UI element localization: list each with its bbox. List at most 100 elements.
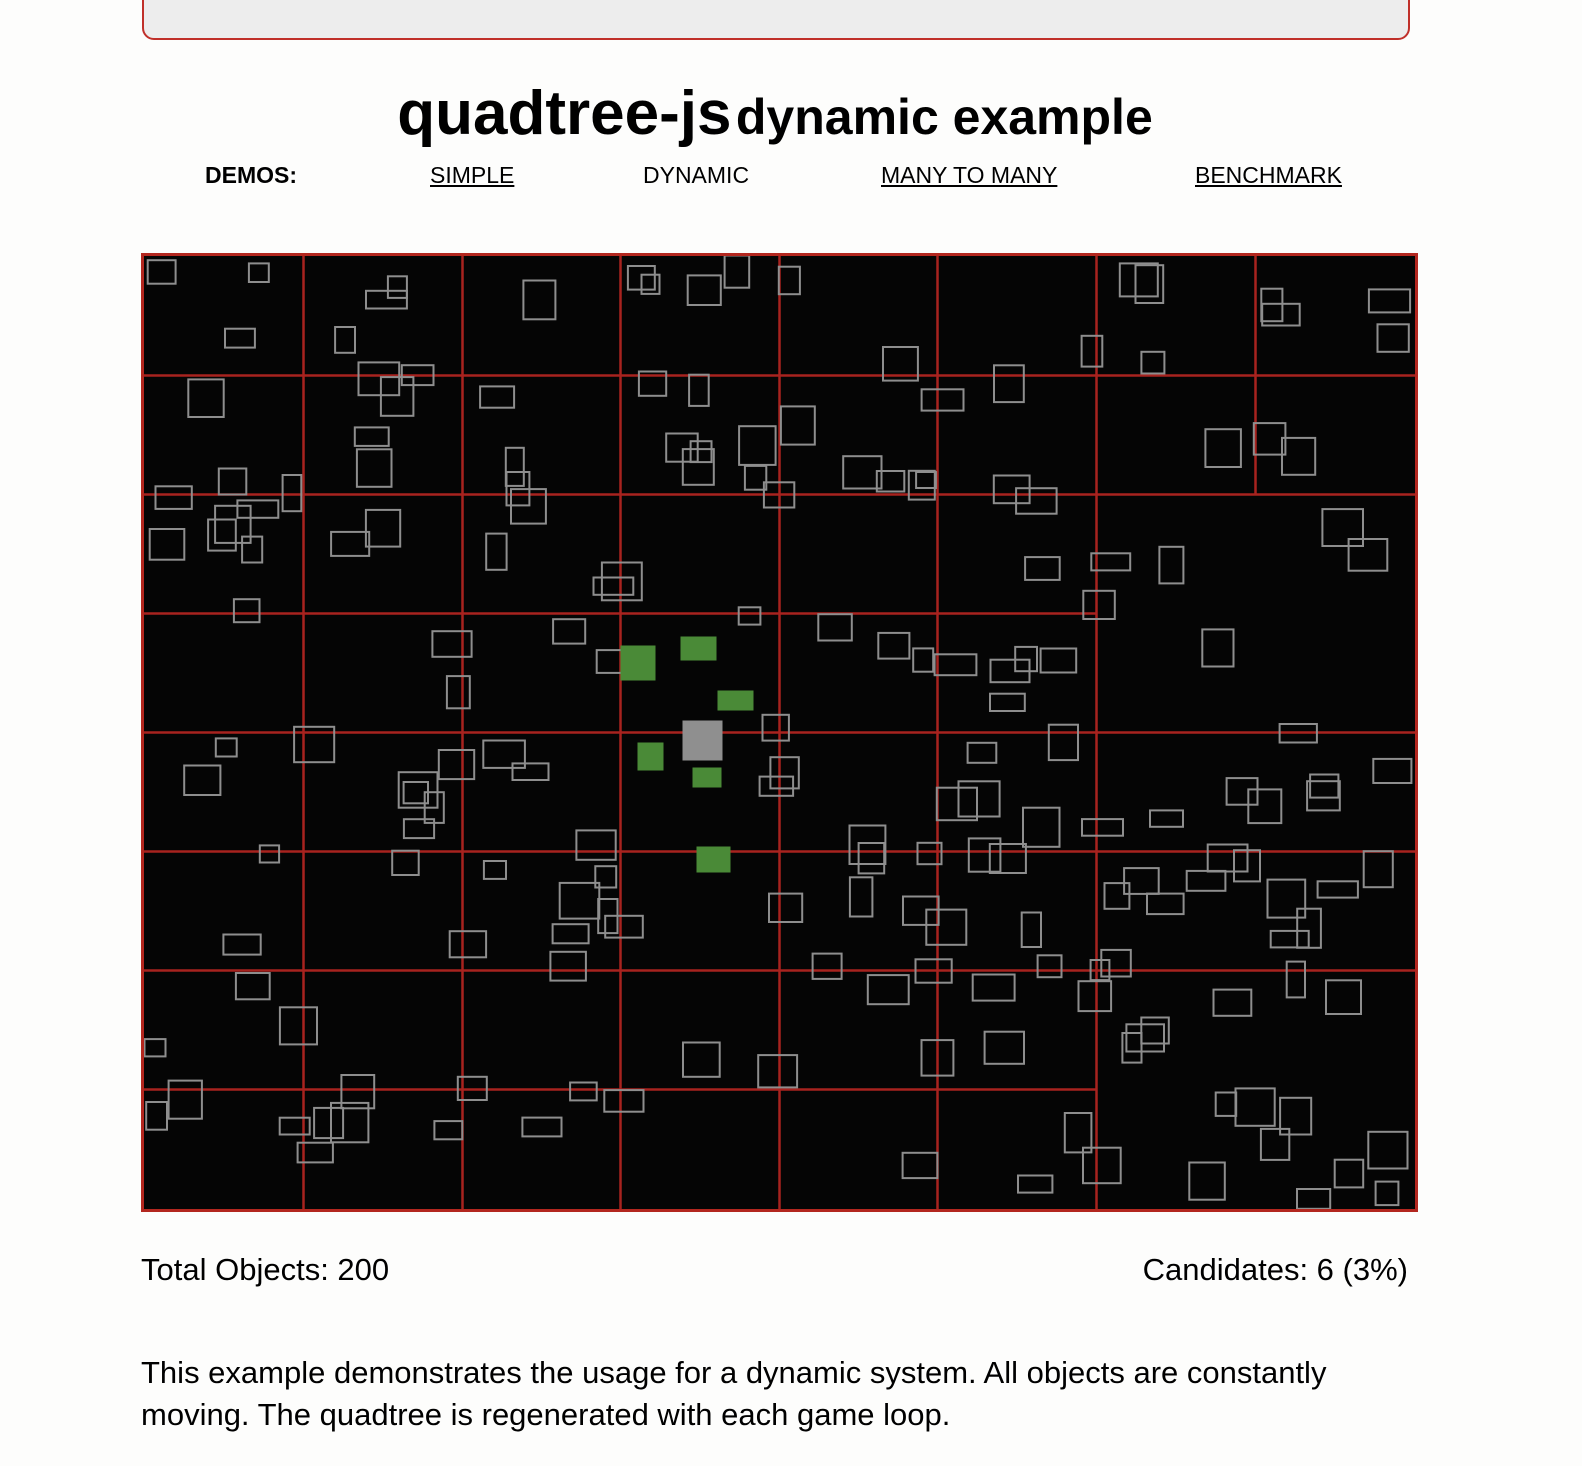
object [983, 1030, 1025, 1065]
object [993, 364, 1025, 404]
object [758, 775, 795, 797]
object [915, 471, 937, 489]
object [637, 370, 668, 397]
object [448, 930, 488, 959]
object [1103, 882, 1131, 910]
object [688, 373, 710, 407]
object [143, 1038, 167, 1058]
subtitle: dynamic example [735, 89, 1153, 145]
object [1077, 980, 1113, 1013]
object [681, 448, 715, 486]
object [1333, 1158, 1365, 1189]
candidate [692, 767, 722, 788]
nav-current: DYNAMIC [643, 162, 750, 188]
total-objects: Total Objects: 200 [141, 1252, 390, 1287]
object [1261, 302, 1301, 327]
object [1039, 647, 1078, 674]
object [1296, 1188, 1332, 1210]
object [1309, 773, 1340, 799]
object [914, 958, 953, 984]
candidate [637, 742, 664, 771]
object [1278, 723, 1318, 744]
object [857, 842, 886, 875]
object [522, 279, 557, 321]
object [511, 762, 550, 781]
candidate [696, 846, 731, 873]
object [604, 914, 644, 939]
object [933, 653, 978, 677]
object [521, 1116, 563, 1138]
object [145, 1101, 168, 1131]
object [214, 737, 238, 758]
object [600, 561, 643, 602]
object [1014, 645, 1039, 673]
object [1188, 1161, 1226, 1201]
object [167, 1079, 203, 1120]
object [234, 972, 271, 1001]
object [1082, 589, 1116, 620]
object [1080, 334, 1104, 368]
quadtree-canvas [141, 253, 1418, 1212]
object [258, 844, 281, 864]
object [1321, 508, 1365, 548]
object [877, 631, 911, 660]
object [551, 923, 590, 945]
object [330, 1101, 370, 1144]
object [400, 364, 435, 387]
object [437, 749, 476, 781]
object [1367, 1130, 1409, 1170]
candidate [680, 636, 717, 661]
object [1036, 954, 1063, 979]
object [737, 606, 762, 626]
object [1204, 428, 1242, 468]
object [1022, 806, 1061, 848]
object [293, 725, 336, 764]
object [445, 675, 471, 710]
object [1063, 1112, 1093, 1154]
object [482, 860, 507, 880]
object [214, 504, 252, 544]
nav-link[interactable]: MANY TO MANY [881, 162, 1058, 188]
object [456, 1075, 488, 1101]
object [1125, 1023, 1166, 1053]
nav-link[interactable]: BENCHMARK [1195, 162, 1342, 188]
object [640, 273, 661, 295]
object [379, 376, 415, 417]
object [920, 1039, 955, 1077]
object [848, 824, 887, 865]
object [1212, 988, 1253, 1017]
object [1266, 878, 1307, 919]
object [1134, 264, 1165, 304]
object [183, 764, 222, 796]
object [482, 739, 526, 769]
object [1325, 979, 1362, 1015]
object [1020, 911, 1043, 948]
object [281, 474, 303, 513]
nav-label: DEMOS: [205, 162, 297, 188]
object [1146, 892, 1185, 916]
object [1118, 262, 1159, 298]
object [558, 881, 601, 920]
object [957, 780, 1001, 818]
object [682, 1041, 721, 1078]
object [1374, 1180, 1400, 1207]
object [485, 532, 508, 571]
object [901, 1151, 939, 1180]
object [1316, 880, 1359, 899]
object [397, 771, 439, 809]
candidate [620, 645, 656, 681]
object [1149, 809, 1184, 828]
object [761, 713, 790, 742]
object [1015, 487, 1058, 515]
object [296, 1141, 334, 1164]
object [1047, 723, 1079, 762]
candidates [620, 636, 754, 873]
object [875, 470, 906, 493]
object [479, 385, 516, 409]
object [146, 259, 177, 285]
object [925, 908, 968, 946]
object [1214, 1091, 1238, 1117]
object [504, 446, 525, 487]
object [882, 346, 919, 382]
nav-link[interactable]: SIMPLE [430, 162, 515, 188]
